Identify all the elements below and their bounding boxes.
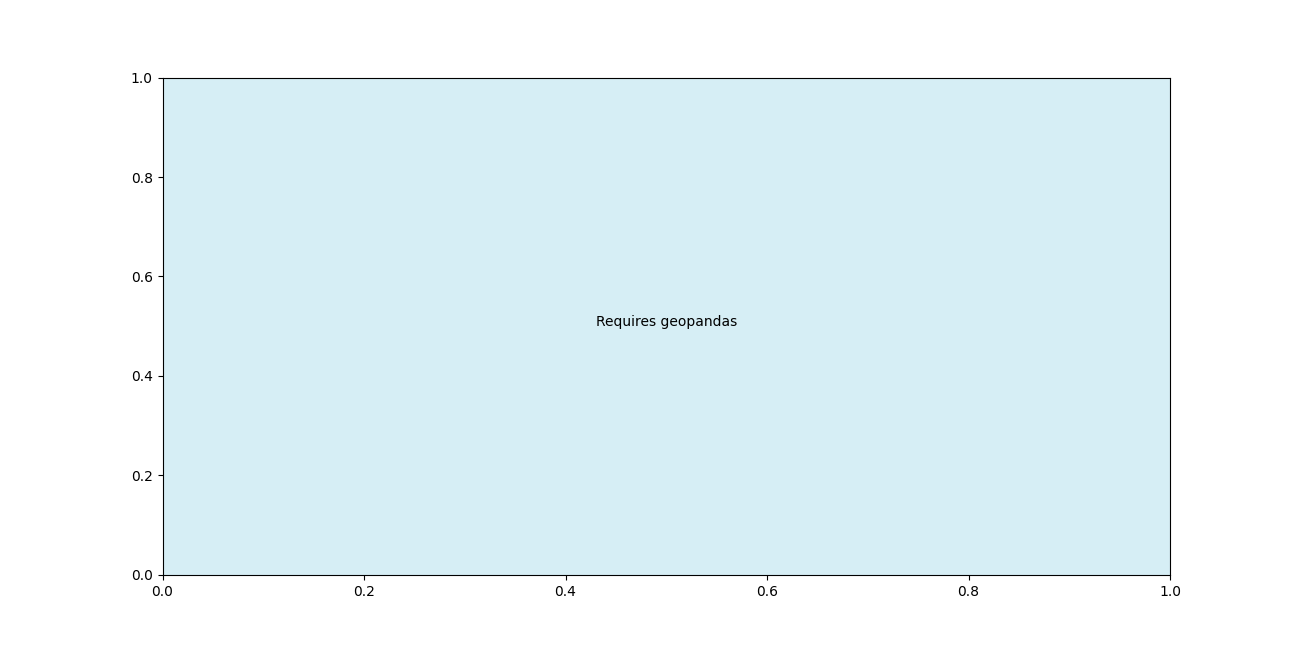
Text: Requires geopandas: Requires geopandas	[595, 315, 737, 329]
